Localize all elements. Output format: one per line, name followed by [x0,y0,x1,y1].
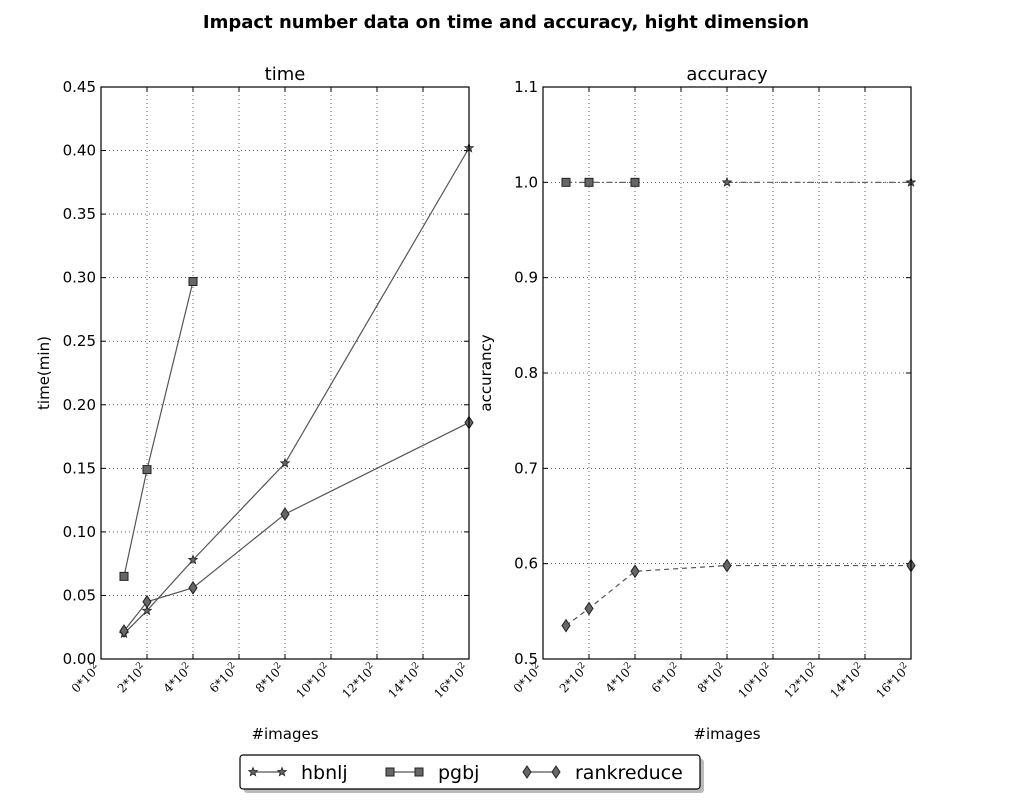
x-tick-exponent: 2 [668,661,679,672]
legend-marker-rankreduce [522,765,532,779]
y-tick-label: 0.25 [63,332,96,350]
legend-marker-hbnlj [276,766,288,777]
data-point-rankreduce [188,580,198,595]
y-tick-label: 0.40 [63,142,96,160]
x-tick-label: 12*102 [339,661,380,702]
x-tick-label: 16*102 [873,661,914,702]
x-tick-label: 4*102 [160,661,195,696]
y-tick-label: 0.10 [63,523,96,541]
x-tick-label: 6*102 [206,661,241,696]
series-line-pgbj [123,281,194,577]
x-tick-label: 14*102 [827,661,868,702]
subplot-title: accuracy [686,64,768,85]
data-point-pgbj [188,276,198,286]
y-tick-label: 0.5 [514,650,538,668]
figure-title: Impact number data on time and accuracy,… [202,12,810,33]
legend: hbnlj pgbj rankreduce [239,754,704,793]
x-axis-label: #images [251,725,318,743]
x-tick-exponent: 2 [622,661,633,672]
y-tick-label: 0.6 [514,555,538,573]
plot-frame [100,86,470,660]
data-point-pgbj [584,177,594,187]
x-tick-exponent: 2 [272,661,283,672]
x-tick-exponent: 2 [456,661,467,672]
legend-label-rankreduce: rankreduce [575,762,683,784]
legend-box [239,754,701,790]
data-point-pgbj [119,571,129,581]
y-tick-label: 0.20 [63,396,96,414]
y-tick-label: 0.35 [63,205,96,223]
x-tick-label: 4*102 [602,661,637,696]
x-tick-label: 14*102 [385,661,426,702]
legend-marker-pgbj [414,767,424,777]
y-axis-label: time(min) [35,336,53,410]
x-tick-label: 10*102 [293,661,334,702]
data-point-rankreduce [142,594,152,609]
x-tick-exponent: 2 [760,661,771,672]
data-point-hbnlj [141,605,153,616]
y-axis-label: accurancy [477,334,495,411]
subplot-accuracy: 0.50.60.70.80.91.01.10*102 2*102 4*102 6*10… [477,64,917,743]
data-point-rankreduce [280,507,290,521]
data-point-hbnlj [187,554,199,565]
x-tick-label: 8*102 [252,661,287,696]
x-tick-exponent: 2 [714,661,725,672]
y-tick-label: 1.1 [514,78,538,96]
y-tick-label: 1.0 [514,173,538,191]
data-point-pgbj [142,465,152,475]
data-point-rankreduce [119,624,129,638]
data-point-rankreduce [584,601,594,616]
legend-label-hbnlj: hbnlj [301,762,348,784]
x-tick-label: 10*102 [735,661,776,702]
x-tick-label: 16*102 [431,661,472,702]
legend-marker-hbnlj [247,766,259,777]
x-tick-label: 8*102 [694,661,729,696]
data-point-hbnlj [721,176,733,187]
x-tick-exponent: 2 [134,661,145,672]
series-line-rankreduce [565,564,911,627]
y-tick-label: 0.45 [63,78,96,96]
data-point-rankreduce [630,564,640,579]
y-tick-label: 0.9 [514,269,538,287]
x-tick-exponent: 2 [180,661,191,672]
y-tick-label: 0.15 [63,459,96,477]
x-tick-exponent: 2 [530,661,541,672]
legend-marker-pgbj [385,767,395,777]
plot-frame [542,86,912,660]
y-tick-label: 0.00 [63,650,96,668]
x-tick-label: 2*102 [114,661,149,696]
data-point-rankreduce [561,618,571,633]
data-point-rankreduce [722,558,732,573]
y-tick-label: 0.7 [514,459,538,477]
series-line-hbnlj [123,147,470,635]
x-axis-label: #images [693,725,760,743]
y-tick-label: 0.05 [63,586,96,604]
x-tick-exponent: 2 [318,661,329,672]
x-tick-exponent: 2 [806,661,817,672]
data-point-pgbj [561,177,571,187]
x-tick-label: 12*102 [781,661,822,702]
x-tick-exponent: 2 [852,661,863,672]
x-tick-exponent: 2 [410,661,421,672]
x-tick-exponent: 2 [898,661,909,672]
series-line-rankreduce [123,422,470,632]
y-tick-label: 0.8 [514,364,538,382]
data-point-pgbj [630,177,640,187]
legend-label-pgbj: pgbj [438,762,479,784]
x-tick-exponent: 2 [576,661,587,672]
x-tick-exponent: 2 [226,661,237,672]
subplot-time: 0.00 0.05 0.10 0.15 0.20 0.25 0.30 0.35 0.40 0.45… [35,64,475,743]
data-point-hbnlj [279,457,291,468]
legend-marker-rankreduce [551,765,561,779]
x-tick-label: 2*102 [556,661,591,696]
y-tick-label: 0.30 [63,269,96,287]
x-tick-exponent: 2 [364,661,375,672]
x-tick-exponent: 2 [88,661,99,672]
subplot-title: time [265,64,306,85]
x-tick-label: 6*102 [648,661,683,696]
